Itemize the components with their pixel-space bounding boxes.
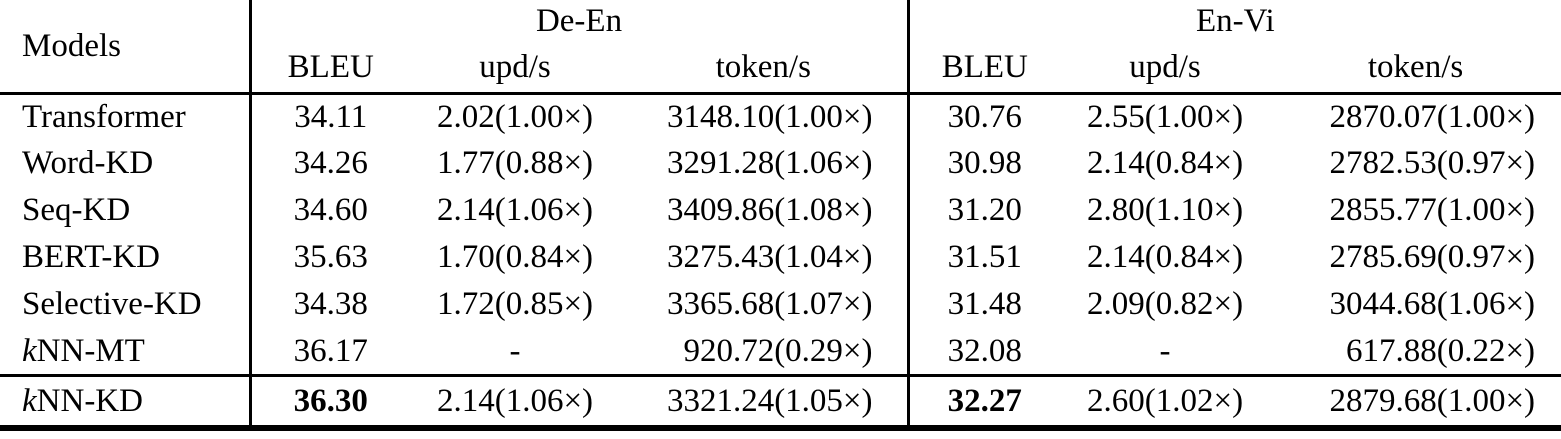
- header-group-en-vi: En-Vi: [906, 0, 1561, 42]
- cell-en-bleu: 30.98: [906, 140, 1061, 187]
- cell-en-upd: 2.60(1.02×): [1060, 373, 1271, 431]
- model-name: Word-KD: [22, 145, 154, 182]
- table-row: Word-KD 34.26 1.77(0.88×) 3291.28(1.06×) 30.…: [0, 140, 1561, 187]
- cell-de-bleu: 34.11: [248, 93, 410, 140]
- cell-de-upd: 2.14(1.06×): [436, 192, 594, 229]
- cell-en-upd: 2.14(0.84×): [1086, 145, 1244, 182]
- cell-de-token: 3275.43(1.04×): [666, 239, 873, 276]
- header-de-bleu: BLEU: [248, 42, 410, 95]
- table-row: BERT-KD 35.63 1.70(0.84×) 3275.43(1.04×) 31.…: [0, 234, 1561, 281]
- cell-en-upd: 2.80(1.10×): [1086, 192, 1244, 229]
- cell-en-token: 3044.68(1.06×): [1329, 286, 1536, 323]
- cell-de-bleu: 34.60: [248, 187, 410, 234]
- header-group-row: Models De-En En-Vi: [0, 0, 1561, 95]
- cell-en-token: 2782.53(0.97×): [1329, 145, 1536, 182]
- model-name: Selective-KD: [22, 286, 202, 323]
- cell-en-bleu: 30.76: [906, 93, 1061, 140]
- header-group-de-en: De-En: [248, 0, 909, 42]
- header-columns-row: BLEU upd/s token/s BLEU upd/s token/s: [0, 42, 1561, 95]
- cell-en-token: 2855.77(1.00×): [1329, 192, 1536, 229]
- cell-de-upd: 1.72(0.85×): [436, 286, 594, 323]
- model-name: Seq-KD: [22, 192, 131, 229]
- cell-en-upd: -: [1159, 332, 1171, 369]
- cell-de-bleu: 35.63: [248, 234, 410, 281]
- cell-en-bleu: 32.08: [906, 328, 1061, 375]
- model-name: BERT-KD: [22, 239, 160, 276]
- table-row: Selective-KD 34.38 1.72(0.85×) 3365.68(1.07…: [0, 281, 1561, 328]
- cell-en-token: 2785.69(0.97×): [1329, 239, 1536, 276]
- cell-de-token: 920.72(0.29×): [683, 332, 873, 369]
- cell-de-upd: 1.70(0.84×): [436, 239, 594, 276]
- italic-k-prefix: k: [22, 382, 37, 419]
- cell-de-bleu: 34.38: [248, 281, 410, 328]
- cell-de-upd: 1.77(0.88×): [436, 145, 594, 182]
- cell-en-bleu: 31.48: [906, 281, 1061, 328]
- table-row: kNN-MT 36.17 - 920.72(0.29×) 32.08 - 617.88(0.…: [0, 328, 1561, 375]
- header-en-token: token/s: [1270, 42, 1561, 95]
- table-row: Seq-KD 34.60 2.14(1.06×) 3409.86(1.08×) 31.2…: [0, 187, 1561, 234]
- cell-de-upd: 2.02(1.00×): [436, 99, 594, 136]
- header-models: Models: [0, 0, 250, 95]
- cell-en-upd: 2.14(0.84×): [1086, 239, 1244, 276]
- cell-de-bleu: 36.17: [248, 328, 410, 375]
- cell-de-bleu: 36.30: [248, 373, 410, 431]
- cell-de-token: 3291.28(1.06×): [666, 145, 873, 182]
- cell-en-token: 2870.07(1.00×): [1329, 99, 1536, 136]
- header-en-upd: upd/s: [1060, 42, 1271, 95]
- cell-de-token: 3409.86(1.08×): [666, 192, 873, 229]
- cell-en-upd: 2.09(0.82×): [1086, 286, 1244, 323]
- table-row: Transformer 34.11 2.02(1.00×) 3148.10(1.00×…: [0, 93, 1561, 140]
- cell-de-token: 3148.10(1.00×): [666, 99, 873, 136]
- cell-de-upd: 2.14(1.06×): [410, 373, 620, 431]
- table-row: kNN-KD 36.30 2.14(1.06×) 3321.24(1.05×) 32.2…: [0, 373, 1561, 431]
- cell-en-bleu: 31.20: [906, 187, 1061, 234]
- cell-de-token: 3365.68(1.07×): [666, 286, 873, 323]
- header-de-token: token/s: [620, 42, 909, 95]
- model-name: Transformer: [22, 99, 186, 136]
- cell-en-token: 2879.68(1.00×): [1270, 373, 1561, 431]
- cell-en-bleu: 31.51: [906, 234, 1061, 281]
- cell-de-upd: -: [509, 332, 521, 369]
- cell-de-token: 3321.24(1.05×): [620, 373, 909, 431]
- cell-en-upd: 2.55(1.00×): [1086, 99, 1244, 136]
- cell-en-bleu: 32.27: [906, 373, 1061, 431]
- model-name: kNN-MT: [22, 332, 145, 369]
- header-de-upd: upd/s: [410, 42, 620, 95]
- cell-en-token: 617.88(0.22×): [1345, 332, 1536, 369]
- italic-k-prefix: k: [22, 332, 37, 369]
- header-en-bleu: BLEU: [906, 42, 1061, 95]
- table-body: Transformer 34.11 2.02(1.00×) 3148.10(1.00×…: [0, 93, 1561, 431]
- model-name: kNN-KD: [0, 373, 250, 431]
- cell-de-bleu: 34.26: [248, 140, 410, 187]
